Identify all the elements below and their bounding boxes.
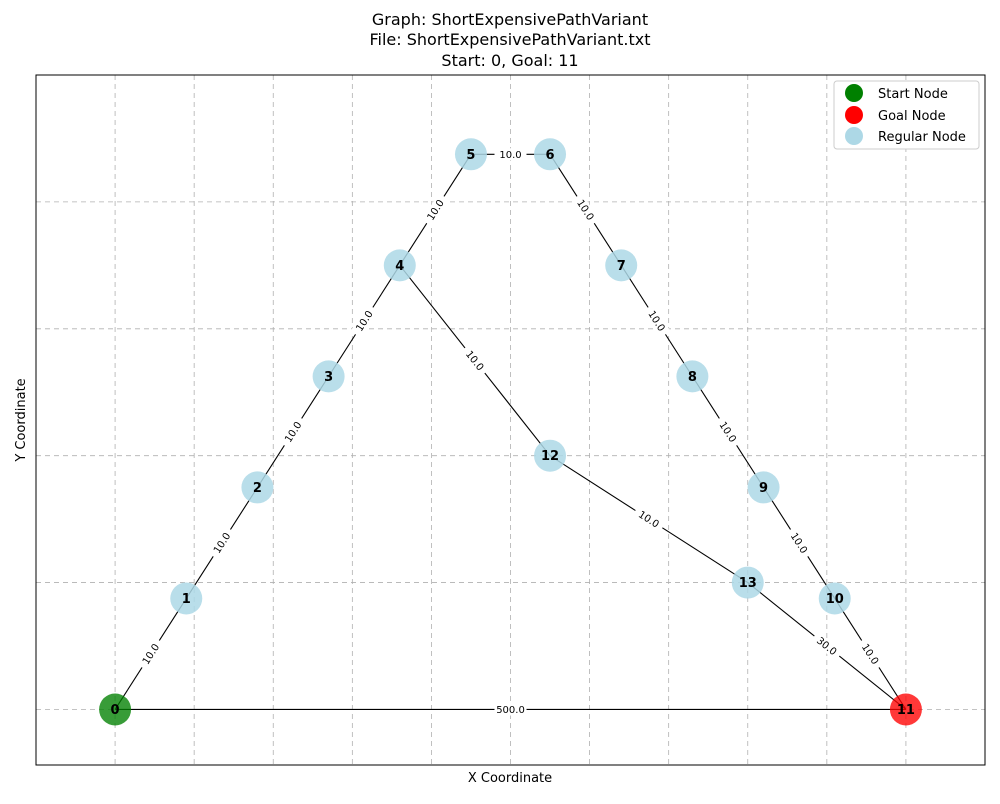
edge-label-bg — [714, 415, 742, 449]
node-11-label: 11 — [897, 703, 915, 718]
edge-label-bg — [494, 148, 527, 161]
node-7-label: 7 — [617, 259, 626, 274]
grid-layer — [36, 75, 985, 765]
node-13-circle — [731, 566, 764, 599]
legend: Start Node Goal Node Regular Node — [833, 80, 980, 150]
chart-title-line-1: Graph: ShortExpensivePathVariant — [372, 10, 648, 29]
edge-weight-label: 500.0 — [496, 705, 525, 716]
node-12-label: 12 — [541, 449, 559, 464]
legend-start-node-label: Start Node — [878, 87, 948, 102]
node-11-circle — [889, 693, 922, 726]
legend-goal-node-marker — [845, 106, 863, 124]
edge-label-group-0-11: 500.0 — [494, 703, 527, 716]
edge-label-bg — [494, 703, 527, 716]
node-3-label: 3 — [324, 370, 333, 385]
edge-label-bg — [136, 637, 165, 671]
node-1-label: 1 — [182, 592, 191, 607]
edge-label-bg — [208, 526, 236, 560]
node-10-label: 10 — [826, 592, 844, 607]
node-5-label: 5 — [466, 148, 475, 163]
node-7-circle — [605, 249, 638, 282]
node-2-label: 2 — [253, 481, 262, 496]
chart-title-line-2: File: ShortExpensivePathVariant.txt — [370, 30, 651, 49]
edge-label-bg — [643, 304, 671, 338]
node-0-label: 0 — [111, 703, 120, 718]
edge-label-bg — [632, 505, 666, 533]
edge-weight-label: 10.0 — [499, 150, 521, 161]
edge-label-bg — [279, 415, 307, 449]
node-4-label: 4 — [395, 259, 404, 274]
legend-regular-node-label: Regular Node — [878, 130, 966, 145]
node-4-circle — [383, 249, 416, 282]
edge-label-bg — [421, 193, 450, 227]
legend-start-node-marker — [845, 84, 863, 102]
edge-label-bg — [350, 304, 378, 338]
node-6-circle — [534, 138, 567, 171]
legend-frame — [833, 80, 980, 150]
node-8-label: 8 — [688, 370, 697, 385]
y-axis-label: Y Coordinate — [14, 378, 29, 462]
node-9-label: 9 — [759, 481, 768, 496]
node-10-circle — [818, 582, 851, 615]
node-5-circle — [454, 138, 487, 171]
edge-label-bg — [810, 631, 844, 661]
node-6-label: 6 — [546, 148, 555, 163]
chart-title-line-3: Start: 0, Goal: 11 — [441, 51, 578, 70]
node-9-circle — [747, 471, 780, 504]
node-12-circle — [534, 439, 567, 472]
node-8-circle — [676, 360, 709, 393]
x-axis-label: X Coordinate — [468, 771, 552, 786]
node-1-circle — [170, 582, 203, 615]
node-2-circle — [241, 471, 274, 504]
node-13-label: 13 — [739, 576, 757, 591]
legend-regular-node-marker — [845, 127, 863, 145]
edge-label-bg — [571, 193, 600, 227]
edge-label-group-5-6: 10.0 — [494, 148, 527, 161]
plot-frame — [35, 74, 986, 766]
legend-goal-node-label: Goal Node — [878, 109, 946, 124]
edge-label-bg — [856, 637, 885, 671]
edge-label-bg — [460, 344, 490, 377]
edge-label-bg — [785, 526, 813, 560]
node-3-circle — [312, 360, 345, 393]
node-0-circle — [99, 693, 132, 726]
